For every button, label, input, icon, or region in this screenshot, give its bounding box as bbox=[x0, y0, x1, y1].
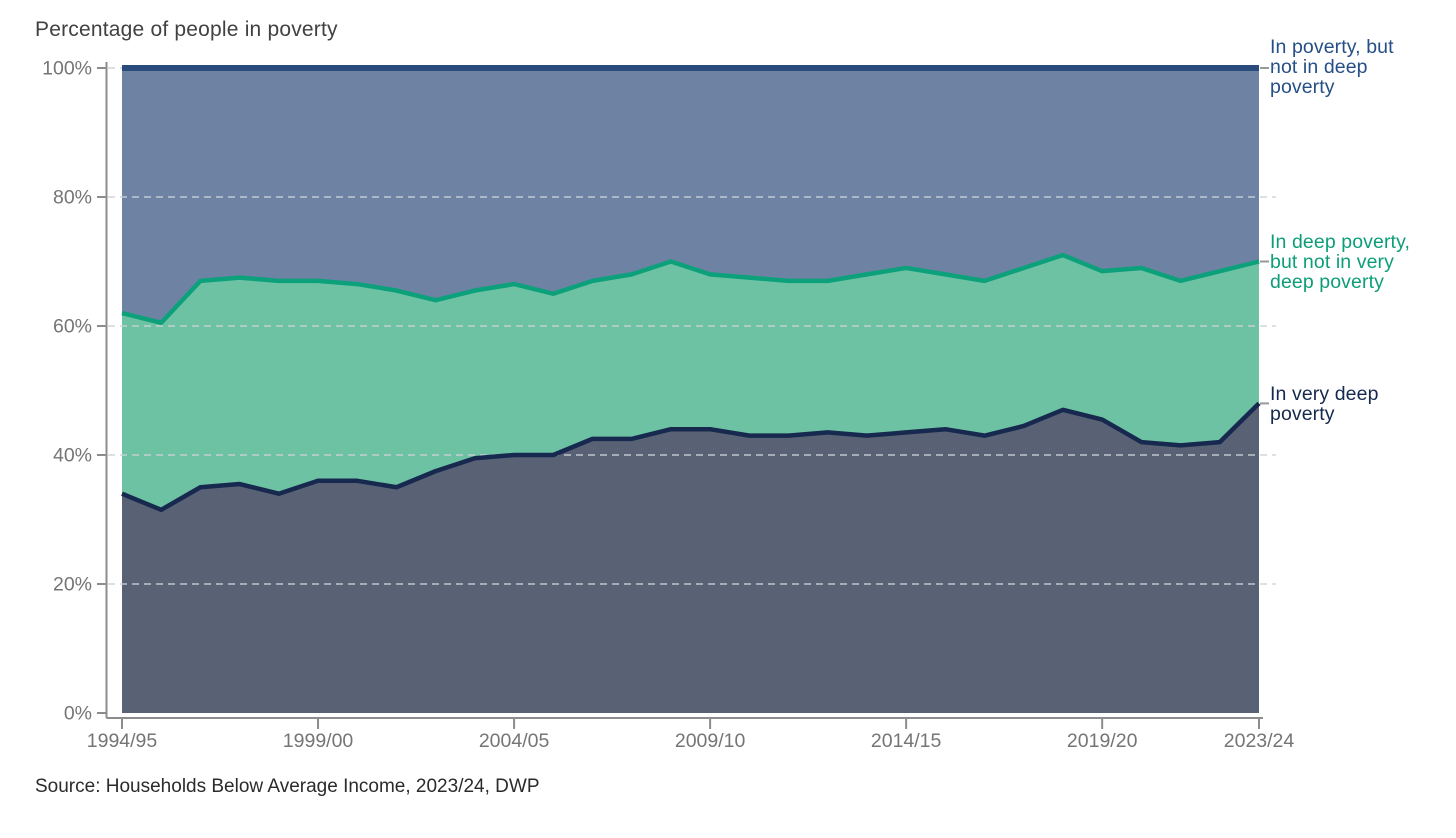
x-axis-tick-label: 1999/00 bbox=[283, 730, 354, 752]
legend-text-line: poverty bbox=[1270, 76, 1335, 98]
y-axis-tick-label: 100% bbox=[42, 58, 92, 80]
chart-title: Percentage of people in poverty bbox=[35, 18, 338, 41]
x-axis-tick-label: 1994/95 bbox=[87, 730, 158, 752]
legend-text-line: In deep poverty, bbox=[1270, 231, 1410, 253]
boundary-line-in-deep-poverty-not-very-deep bbox=[121, 252, 1260, 326]
legend-text-line: deep poverty bbox=[1270, 271, 1384, 293]
legend-text-line: poverty bbox=[1270, 403, 1335, 425]
y-axis-tick-label: 60% bbox=[53, 316, 92, 338]
x-axis-tick-label: 2019/20 bbox=[1067, 730, 1138, 752]
legend-text-line: but not in very bbox=[1270, 251, 1394, 273]
legend-label-in-poverty-not-deep: In poverty, but not in deep poverty bbox=[1270, 37, 1452, 97]
y-axis-tick-label: 0% bbox=[64, 703, 92, 725]
y-axis-tick-label: 40% bbox=[53, 445, 92, 467]
source-note: Source: Households Below Average Income,… bbox=[35, 776, 540, 797]
legend-text-line: not in deep bbox=[1270, 56, 1368, 78]
x-axis-tick-label: 2004/05 bbox=[479, 730, 550, 752]
legend-label-in-deep-poverty-not-very-deep: In deep poverty, but not in very deep po… bbox=[1270, 232, 1452, 292]
legend-text-line: In poverty, but bbox=[1270, 36, 1394, 58]
legend-text-line: In very deep bbox=[1270, 383, 1379, 405]
area-in-poverty-not-deep bbox=[122, 68, 1259, 323]
x-axis-tick-label: 2014/15 bbox=[871, 730, 942, 752]
area-in-very-deep-poverty bbox=[122, 403, 1259, 713]
x-axis-tick-label: 2009/10 bbox=[675, 730, 746, 752]
boundary-line-in-very-deep-poverty bbox=[121, 401, 1261, 513]
area-in-deep-poverty-not-very-deep bbox=[122, 255, 1259, 510]
x-axis-tick-label: 2023/24 bbox=[1224, 730, 1295, 752]
legend-label-in-very-deep-poverty: In very deep poverty bbox=[1270, 384, 1452, 424]
y-axis-tick-label: 20% bbox=[53, 574, 92, 596]
y-axis-tick-label: 80% bbox=[53, 187, 92, 209]
